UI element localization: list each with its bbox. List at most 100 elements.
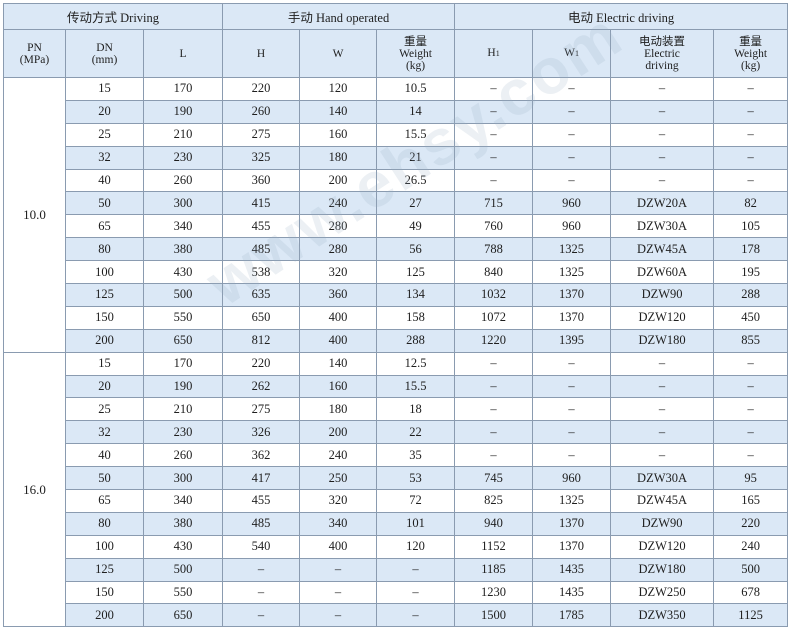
h1-cell: 940 <box>454 511 534 536</box>
h1-cell: 1500 <box>454 603 534 627</box>
device-cell: DZW45A <box>610 237 715 262</box>
l-cell: 170 <box>142 351 224 376</box>
w-cell: 200 <box>299 420 378 445</box>
device-cell: – <box>610 122 715 147</box>
eweight-cell: 178 <box>713 237 789 262</box>
dn-cell: 15 <box>65 77 144 101</box>
dn-cell: 20 <box>65 374 144 399</box>
h1-cell: – <box>454 397 534 422</box>
l-cell: 170 <box>142 77 224 101</box>
table-row: 32 230 326 200 22– – – – <box>4 420 789 445</box>
l-cell: 380 <box>142 511 224 536</box>
eweight-cell: 288 <box>713 283 789 307</box>
w1-cell: – <box>532 145 612 170</box>
weight-cell: 12.5 <box>376 351 456 376</box>
h-cell: 540 <box>222 534 301 559</box>
dn-cell: 15 <box>65 351 144 376</box>
weight-cell: 26.5 <box>376 168 456 193</box>
l-cell: 650 <box>142 603 224 627</box>
eweight-cell: – <box>713 168 789 193</box>
table-row: 80 380 485 340 101 940 1370 DZW90 220 <box>4 511 789 536</box>
w1-cell: 1435 <box>532 557 612 582</box>
device-cell: DZW30A <box>610 466 715 491</box>
electric-weight-header: 重量 Weight (kg) <box>713 29 789 78</box>
device-cell: DZW250 <box>610 580 715 605</box>
h1-cell: – <box>454 168 534 193</box>
w-cell: 320 <box>299 489 378 513</box>
w1-cell: 1785 <box>532 603 612 627</box>
dn-cell: 50 <box>65 191 144 216</box>
w1-cell: – <box>532 420 612 445</box>
hand-operated-header: 手动 Hand operated <box>222 3 456 30</box>
h-cell: 538 <box>222 260 301 285</box>
eweight-cell: 105 <box>713 214 789 239</box>
l-header: L <box>142 29 224 78</box>
h1-cell: 1220 <box>454 328 534 353</box>
dn-header: DN (mm) <box>65 29 144 78</box>
w1-cell: 1370 <box>532 305 612 330</box>
l-cell: 260 <box>142 443 224 468</box>
h-cell: 417 <box>222 466 301 491</box>
w1-cell: 1370 <box>532 283 612 307</box>
weight-cell: 158 <box>376 305 456 330</box>
l-cell: 340 <box>142 214 224 239</box>
table-row: 20 190 262 160 15.5– – – – <box>4 374 789 399</box>
w1-cell: – <box>532 397 612 422</box>
w1-cell: 960 <box>532 191 612 216</box>
dn-cell: 25 <box>65 122 144 147</box>
w-cell: – <box>299 580 378 605</box>
h-cell: 260 <box>222 99 301 124</box>
pn-header: PN (MPa) <box>3 29 66 78</box>
dn-cell: 65 <box>65 489 144 513</box>
w-cell: 400 <box>299 305 378 330</box>
l-cell: 500 <box>142 557 224 582</box>
h1-cell: – <box>454 145 534 170</box>
h-cell: 650 <box>222 305 301 330</box>
h1-cell: – <box>454 420 534 445</box>
w-cell: – <box>299 603 378 627</box>
h-cell: 220 <box>222 351 301 376</box>
device-cell: DZW90 <box>610 283 715 307</box>
device-cell: DZW60A <box>610 260 715 285</box>
h-cell: 220 <box>222 77 301 101</box>
w-cell: 240 <box>299 443 378 468</box>
w-cell: 120 <box>299 77 378 101</box>
h-cell: – <box>222 603 301 627</box>
eweight-cell: – <box>713 145 789 170</box>
w-cell: 360 <box>299 283 378 307</box>
l-cell: 650 <box>142 328 224 353</box>
header-row-columns: PN (MPa) DN (mm) L H W 重量 Weight (kg) H1 W1 … <box>3 29 789 78</box>
table-row: 125 500 635 360 134 1032 1370 DZW90 288 <box>4 283 789 307</box>
valve-spec-table: 传动方式 Driving 手动 Hand operated 电动 Electri… <box>2 3 789 627</box>
device-cell: DZW45A <box>610 489 715 513</box>
table-row: 32 230 325 180 21– – – – <box>4 145 789 170</box>
l-cell: 210 <box>142 397 224 422</box>
l-cell: 550 <box>142 305 224 330</box>
l-cell: 500 <box>142 283 224 307</box>
eweight-cell: – <box>713 122 789 147</box>
h-cell: 326 <box>222 420 301 445</box>
h-cell: 455 <box>222 214 301 239</box>
eweight-cell: – <box>713 420 789 445</box>
h-cell: 275 <box>222 397 301 422</box>
w1-cell: 1395 <box>532 328 612 353</box>
dn-cell: 80 <box>65 511 144 536</box>
l-cell: 340 <box>142 489 224 513</box>
table-row: 20 190 260 140 14– – – – <box>4 99 789 124</box>
eweight-cell: 678 <box>713 580 789 605</box>
eweight-cell: – <box>713 77 789 101</box>
w-cell: 240 <box>299 191 378 216</box>
eweight-cell: 450 <box>713 305 789 330</box>
w1-cell: 1370 <box>532 534 612 559</box>
table-row: 65 340 455 320 72 825 1325 DZW45A 165 <box>4 489 789 513</box>
h1-header: H1 <box>454 29 534 78</box>
device-cell: – <box>610 420 715 445</box>
device-cell: – <box>610 77 715 101</box>
l-cell: 190 <box>142 99 224 124</box>
device-cell: – <box>610 145 715 170</box>
dn-cell: 50 <box>65 466 144 491</box>
weight-header: 重量 Weight (kg) <box>376 29 456 78</box>
weight-cell: – <box>376 603 456 627</box>
device-cell: DZW90 <box>610 511 715 536</box>
h-cell: 812 <box>222 328 301 353</box>
